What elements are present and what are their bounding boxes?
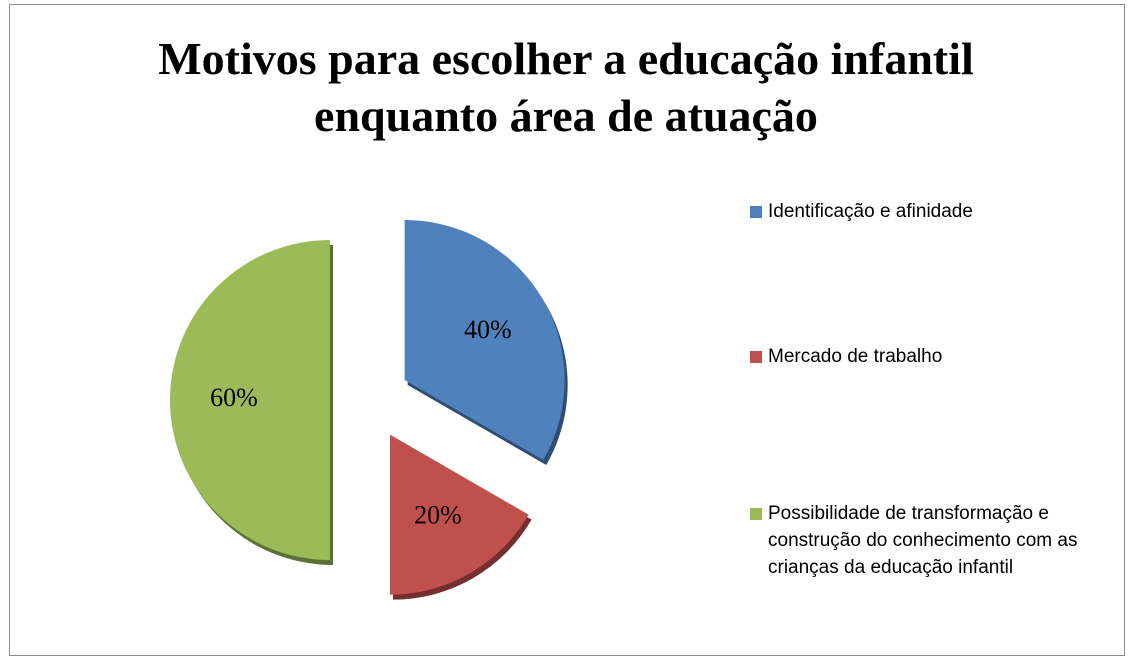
slice [390, 434, 529, 595]
slice [170, 240, 330, 560]
legend-swatch [750, 206, 762, 218]
legend-entry: Mercado de trabalho [750, 343, 1110, 370]
chart-title: Motivos para escolher a educação infanti… [158, 33, 974, 141]
data-label: 60% [210, 383, 258, 412]
slice [404, 220, 565, 460]
legend-entry: Identificação e afinidade [750, 198, 1110, 225]
legend-label: Possibilidade de transformação e constru… [768, 503, 1078, 578]
legend-label: Mercado de trabalho [768, 346, 943, 367]
legend-label: Identificação e afinidade [768, 201, 973, 222]
legend-swatch [750, 508, 762, 520]
data-label: 20% [414, 501, 462, 530]
data-label: 40% [464, 315, 512, 344]
legend-entry: Possibilidade de transformação e constru… [750, 500, 1110, 581]
legend-swatch [750, 351, 762, 363]
chart-frame [9, 4, 1125, 656]
